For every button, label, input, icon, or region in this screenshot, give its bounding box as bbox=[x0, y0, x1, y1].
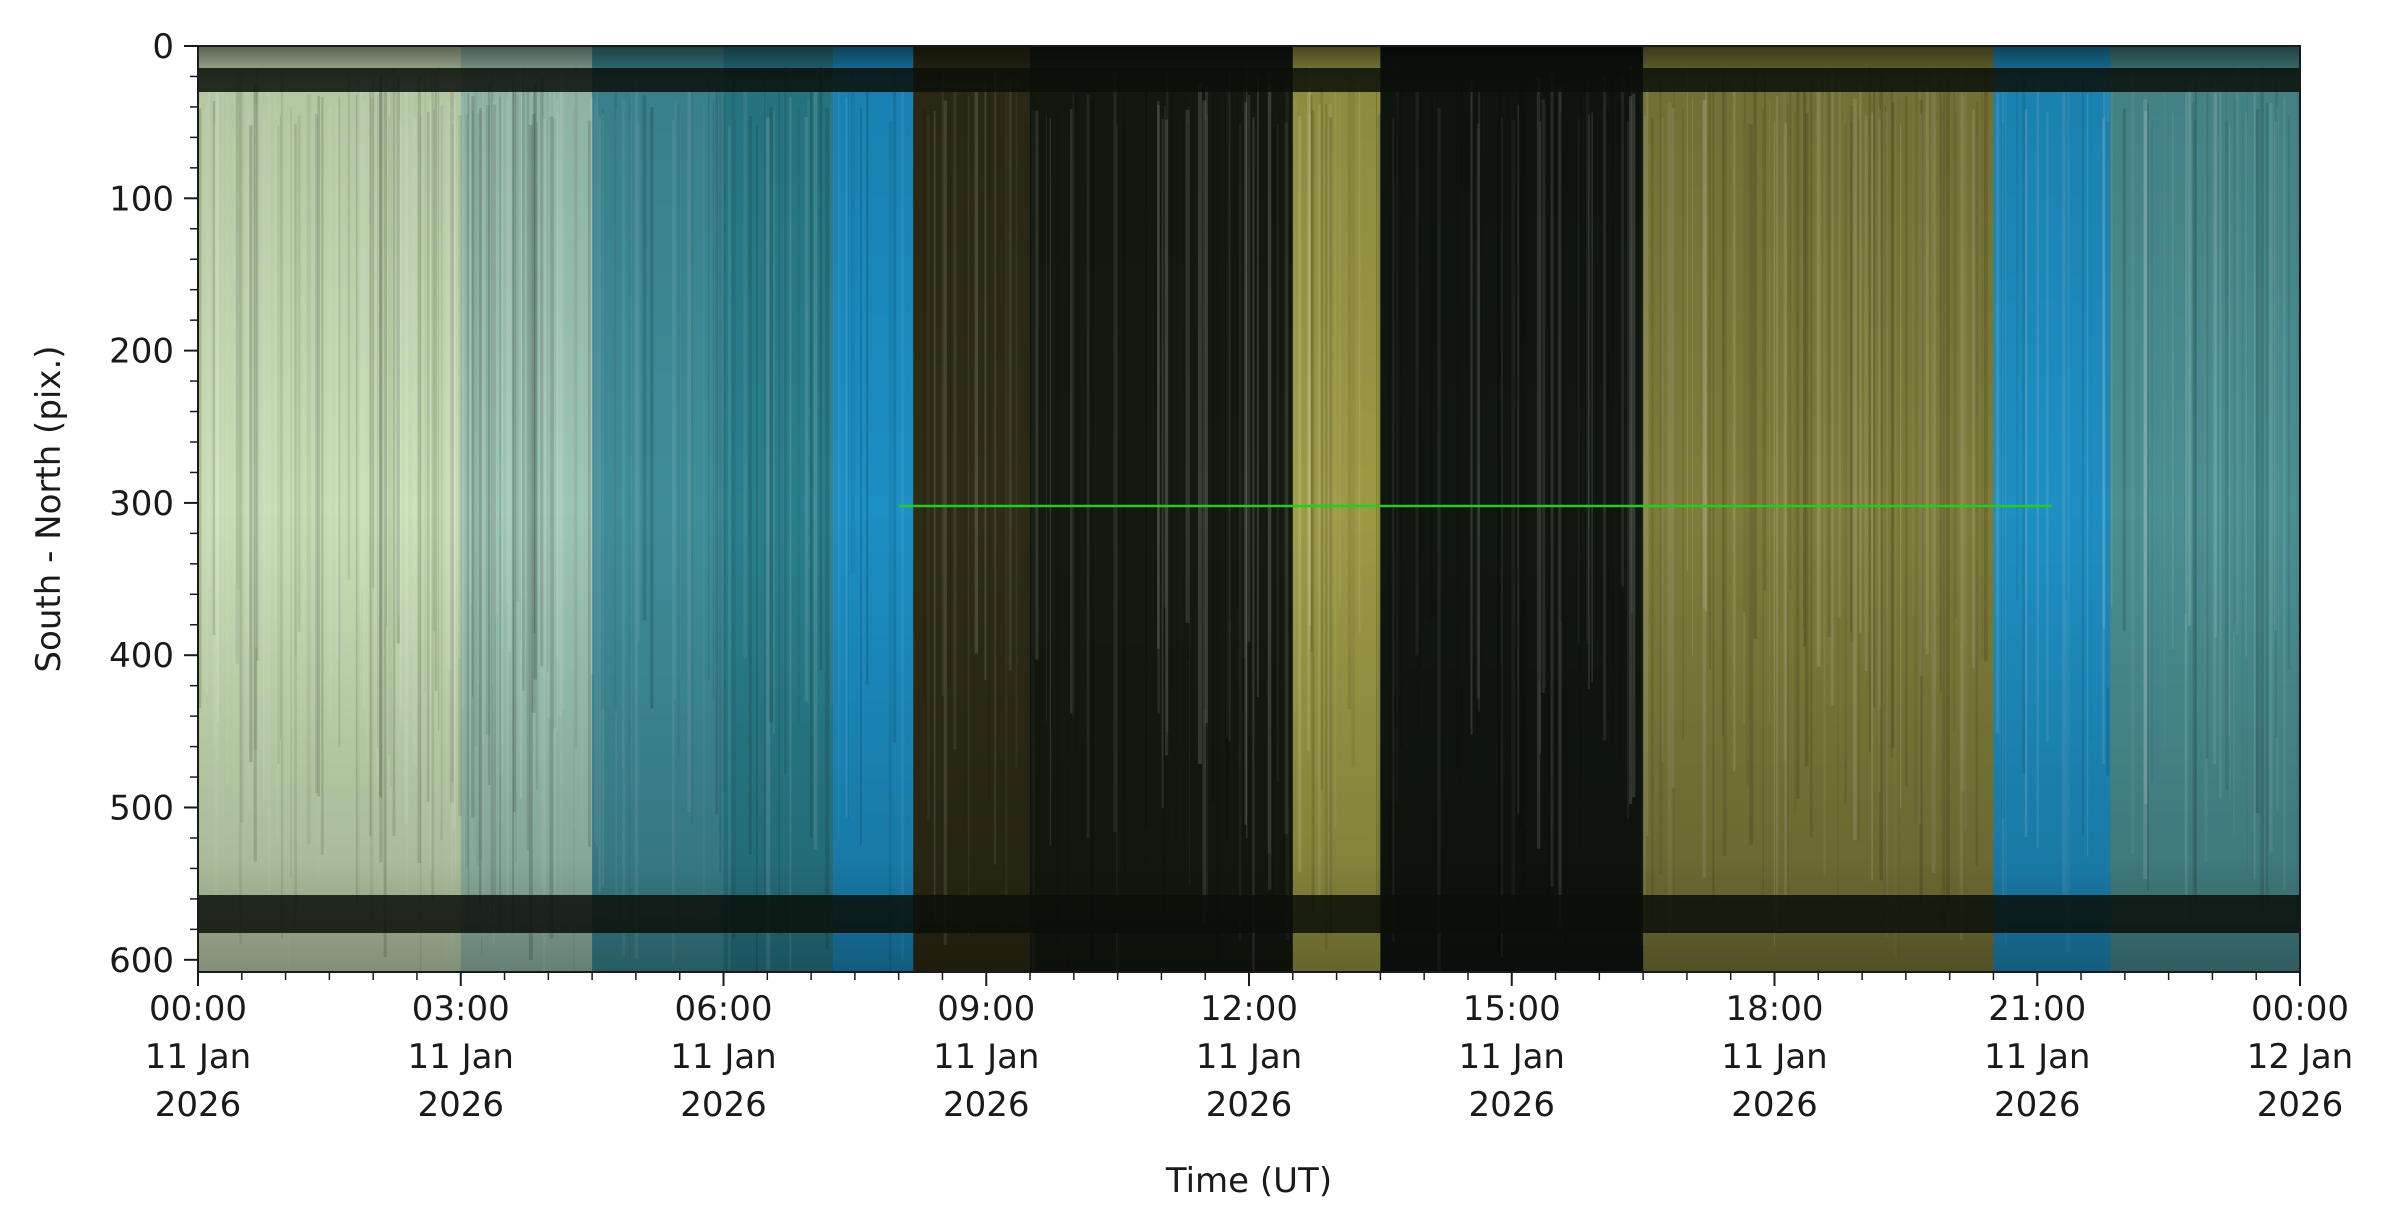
x-axis-label: Time (UT) bbox=[1165, 1161, 1332, 1201]
y-tick-label-4: 400 bbox=[109, 636, 174, 676]
x-tick-label-7: 21:00 11 Jan 2026 bbox=[1984, 989, 2090, 1125]
plot-area bbox=[198, 46, 2300, 972]
x-tick-label-5: 15:00 11 Jan 2026 bbox=[1459, 989, 1565, 1125]
top-dark-strip bbox=[198, 68, 2300, 92]
x-tick-label-6: 18:00 11 Jan 2026 bbox=[1721, 989, 1827, 1125]
y-tick-label-1: 100 bbox=[109, 179, 174, 219]
x-tick-label-0: 00:00 11 Jan 2026 bbox=[145, 989, 251, 1125]
y-tick-label-5: 500 bbox=[109, 789, 174, 829]
y-tick-label-3: 300 bbox=[109, 484, 174, 524]
x-tick-label-2: 06:00 11 Jan 2026 bbox=[670, 989, 776, 1125]
x-tick-label-8: 00:00 12 Jan 2026 bbox=[2247, 989, 2353, 1125]
bottom-dark-strip bbox=[198, 895, 2300, 933]
x-axis: 00:00 11 Jan 2026 03:00 11 Jan 2026 06:00 11 Ja… bbox=[145, 972, 2353, 1125]
x-tick-label-1: 03:00 11 Jan 2026 bbox=[408, 989, 514, 1125]
x-tick-label-3: 09:00 11 Jan 2026 bbox=[933, 989, 1039, 1125]
y-axis-label: South - North (pix.) bbox=[29, 345, 69, 672]
y-tick-label-2: 200 bbox=[109, 332, 174, 372]
y-tick-label-0: 0 bbox=[152, 27, 174, 67]
y-tick-label-6: 600 bbox=[109, 941, 174, 981]
y-axis: 0 100 200 300 400 500 600 bbox=[109, 27, 198, 981]
vertical-fade bbox=[198, 46, 2300, 972]
x-tick-label-4: 12:00 11 Jan 2026 bbox=[1196, 989, 1302, 1125]
